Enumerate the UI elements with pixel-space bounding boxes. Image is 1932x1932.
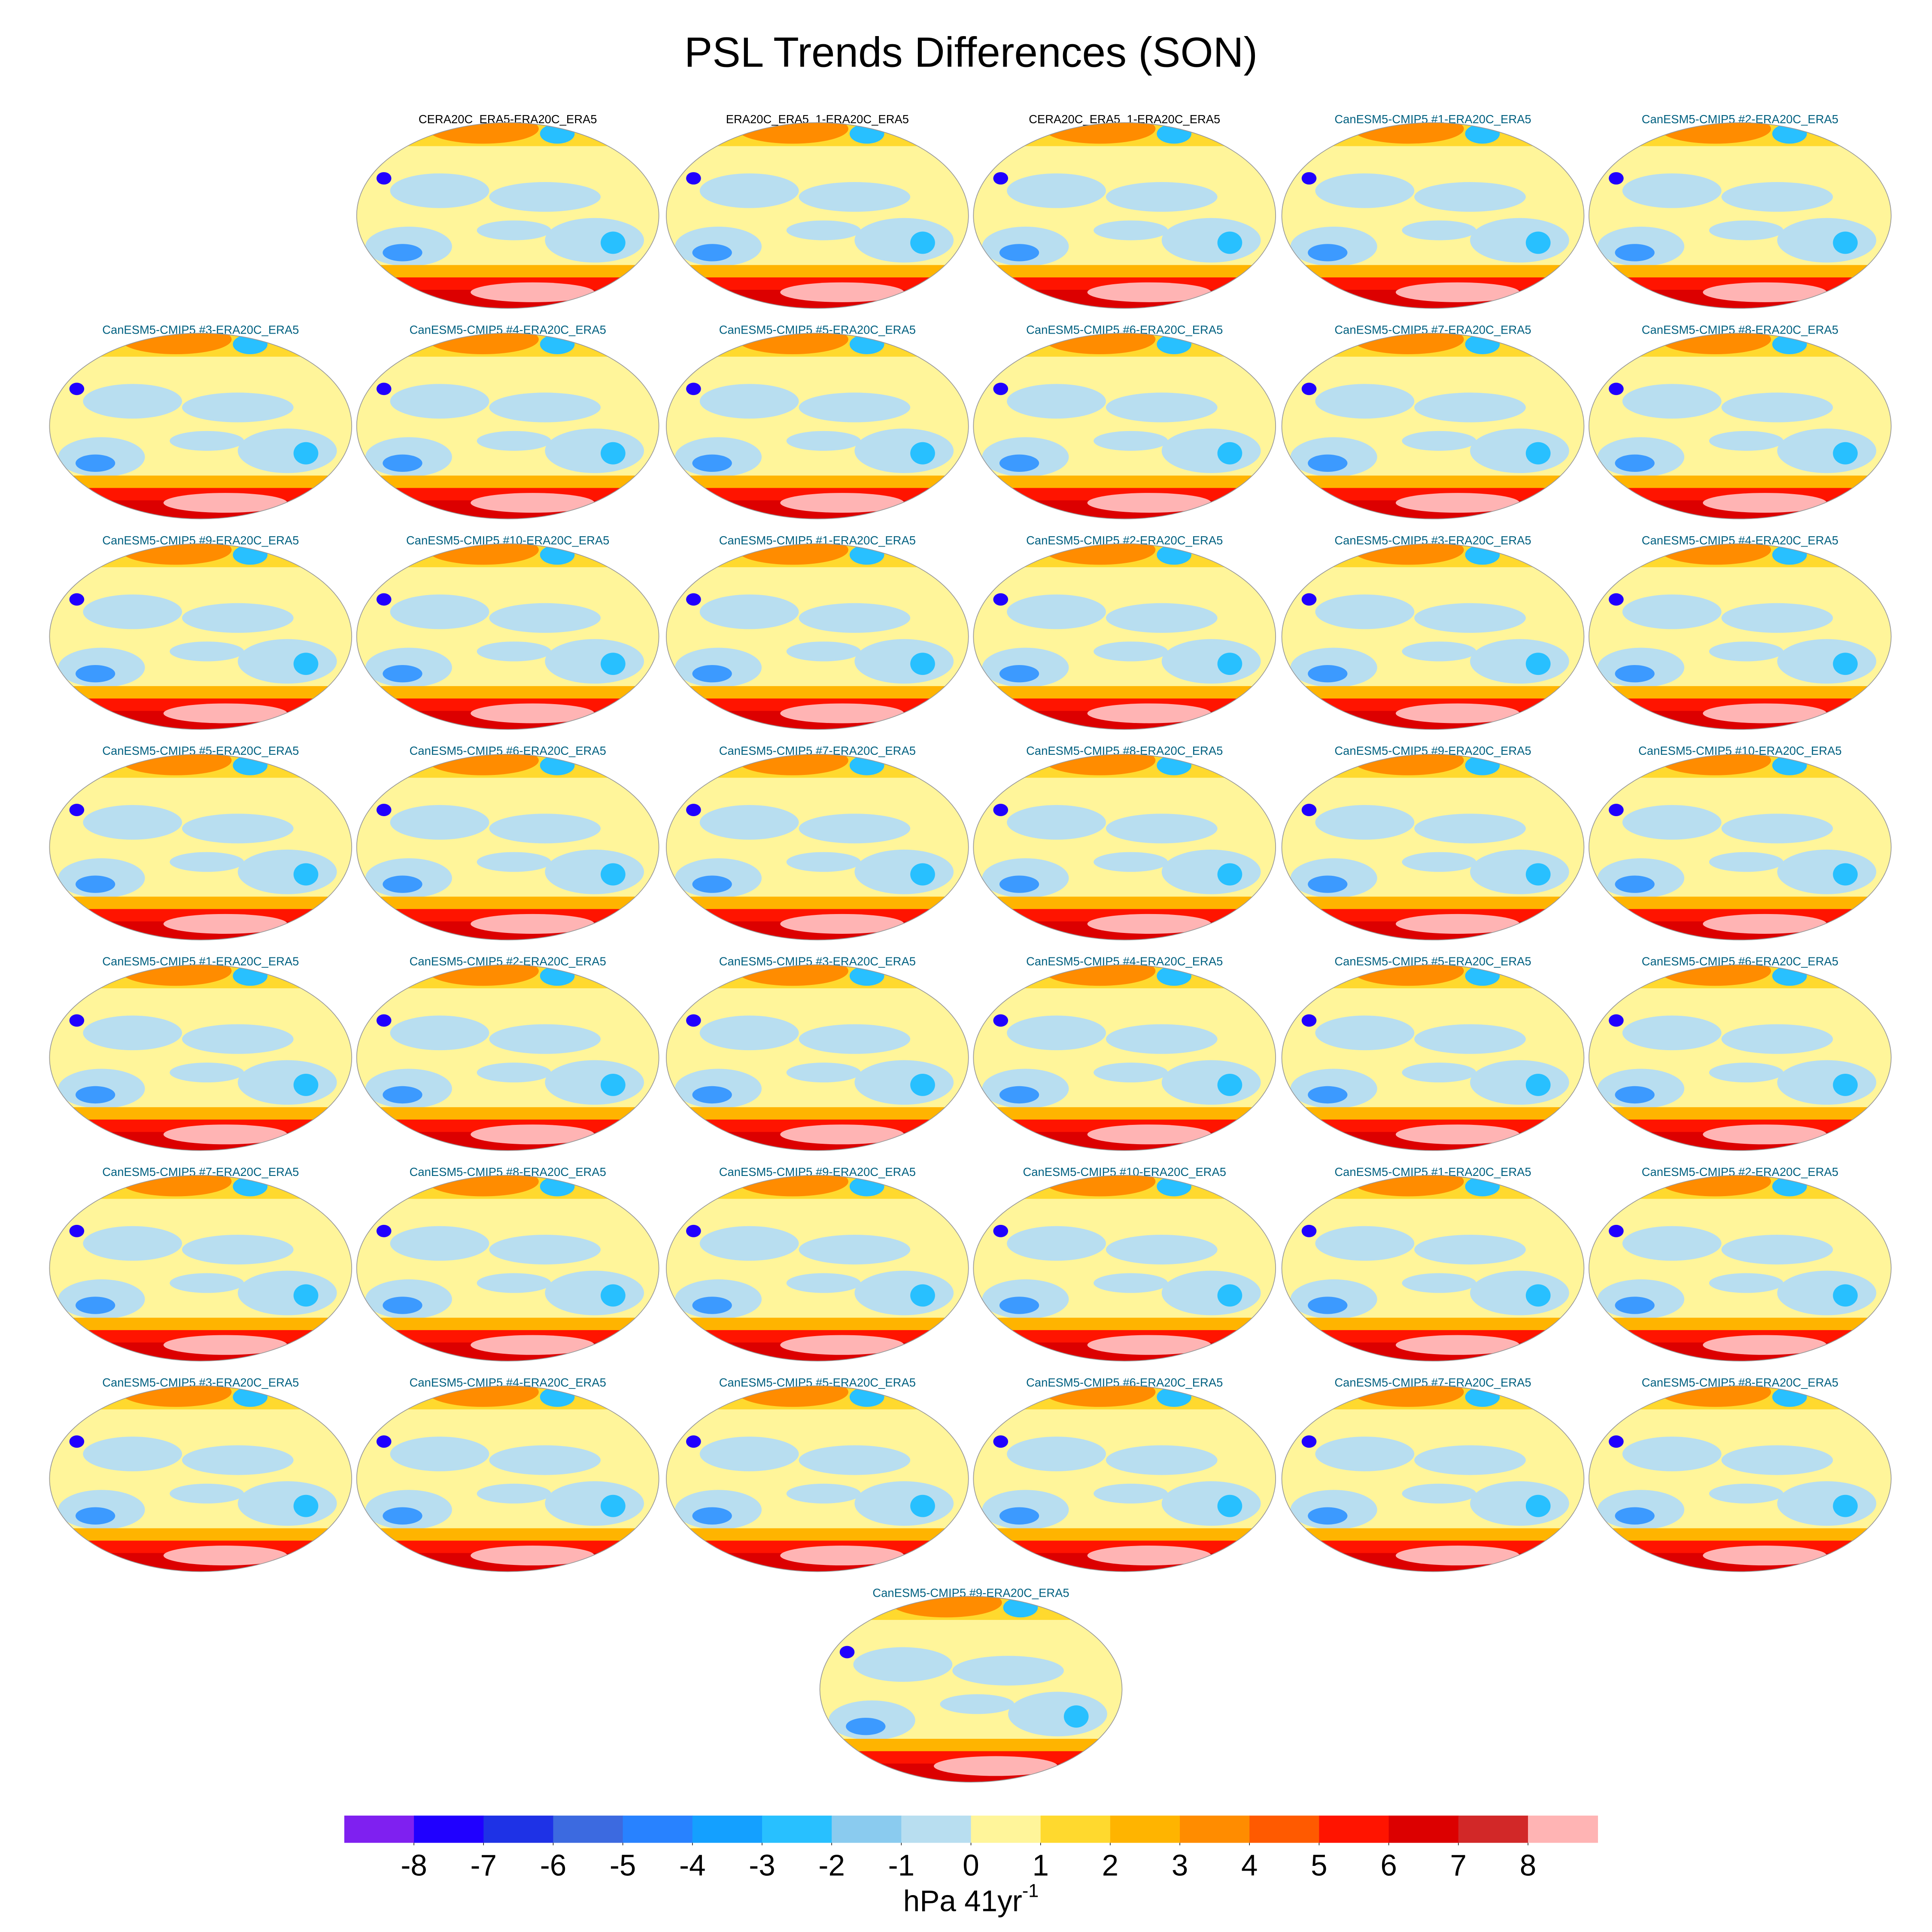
- map-panel: [970, 956, 1279, 1157]
- colorbar-box: [1180, 1815, 1250, 1843]
- colorbar-box: [414, 1815, 484, 1843]
- colorbar-tick-label: -4: [679, 1848, 706, 1882]
- map-panel: [353, 746, 662, 946]
- colorbar-box: [971, 1815, 1041, 1843]
- colorbar-box: [1458, 1815, 1528, 1843]
- map-panel: [970, 535, 1279, 735]
- colorbar-tick-label: -8: [401, 1848, 427, 1882]
- map-panel: [1585, 535, 1895, 735]
- colorbar-tick-label: -5: [610, 1848, 636, 1882]
- colorbar-tick-label: 2: [1102, 1848, 1119, 1882]
- map-panel: [970, 325, 1279, 525]
- map-panel: [970, 114, 1279, 314]
- unit-exponent: -1: [1022, 1881, 1039, 1902]
- colorbar-tick-label: -3: [749, 1848, 775, 1882]
- colorbar-tick-label: 0: [963, 1848, 979, 1882]
- colorbar-tick-label: -1: [888, 1848, 915, 1882]
- colorbar-tick-label: 3: [1172, 1848, 1188, 1882]
- colorbar-box: [623, 1815, 693, 1843]
- colorbar-box: [762, 1815, 832, 1843]
- map-panel: [46, 1377, 355, 1578]
- map-panel: [662, 114, 972, 314]
- map-panel: [46, 956, 355, 1157]
- colorbar-box: [1528, 1815, 1598, 1843]
- map-panel: [353, 1166, 662, 1367]
- map-panel: [46, 1166, 355, 1367]
- colorbar-tick-label: 4: [1241, 1848, 1258, 1882]
- unit-text: hPa 41yr: [903, 1884, 1022, 1918]
- map-panel: [662, 535, 972, 735]
- map-panel: [1278, 325, 1588, 525]
- map-panel: [816, 1588, 1126, 1788]
- map-panel: [353, 325, 662, 525]
- colorbar-box: [344, 1815, 414, 1843]
- map-panel: [1278, 1166, 1588, 1367]
- map-panel: [1585, 1377, 1895, 1578]
- map-panel: [662, 956, 972, 1157]
- map-panel: [353, 956, 662, 1157]
- map-panel: [353, 114, 662, 314]
- map-panel: [353, 1377, 662, 1578]
- colorbar-tick-label: 6: [1380, 1848, 1397, 1882]
- colorbar-box: [1040, 1815, 1111, 1843]
- map-panel: [1278, 956, 1588, 1157]
- colorbar-box: [1110, 1815, 1180, 1843]
- map-panel: [970, 1166, 1279, 1367]
- colorbar-box: [553, 1815, 623, 1843]
- colorbar-box: [1319, 1815, 1389, 1843]
- colorbar-tick-label: -6: [540, 1848, 567, 1882]
- map-panel: [46, 325, 355, 525]
- colorbar-box: [901, 1815, 972, 1843]
- map-panel: [662, 1377, 972, 1578]
- colorbar-box: [832, 1815, 902, 1843]
- map-panel: [662, 325, 972, 525]
- map-panel: [1278, 535, 1588, 735]
- colorbar-box: [483, 1815, 554, 1843]
- map-panel: [970, 746, 1279, 946]
- map-panel: [46, 535, 355, 735]
- colorbar-tick-label: 7: [1450, 1848, 1467, 1882]
- map-panel: [353, 535, 662, 735]
- map-panel: [662, 1166, 972, 1367]
- colorbar-tick-label: -2: [818, 1848, 845, 1882]
- map-panel: [1585, 746, 1895, 946]
- colorbar-tick-label: -7: [471, 1848, 497, 1882]
- map-panel: [970, 1377, 1279, 1578]
- map-panel: [1278, 746, 1588, 946]
- map-panel: [1585, 1166, 1895, 1367]
- colorbar-box: [1249, 1815, 1320, 1843]
- colorbar-tick-label: 5: [1311, 1848, 1327, 1882]
- map-panel: [662, 746, 972, 946]
- colorbar-unit: hPa 41yr-1: [903, 1881, 1039, 1918]
- map-panel: [1585, 325, 1895, 525]
- colorbar-tick-label: 1: [1032, 1848, 1049, 1882]
- colorbar-box: [1388, 1815, 1459, 1843]
- figure-title: PSL Trends Differences (SON): [684, 29, 1258, 76]
- map-panel: [1585, 956, 1895, 1157]
- map-panel: [1278, 1377, 1588, 1578]
- map-panel: [46, 746, 355, 946]
- colorbar-box: [692, 1815, 762, 1843]
- colorbar-tick-label: 8: [1520, 1848, 1537, 1882]
- map-panel: [1585, 114, 1895, 314]
- map-panel: [1278, 114, 1588, 314]
